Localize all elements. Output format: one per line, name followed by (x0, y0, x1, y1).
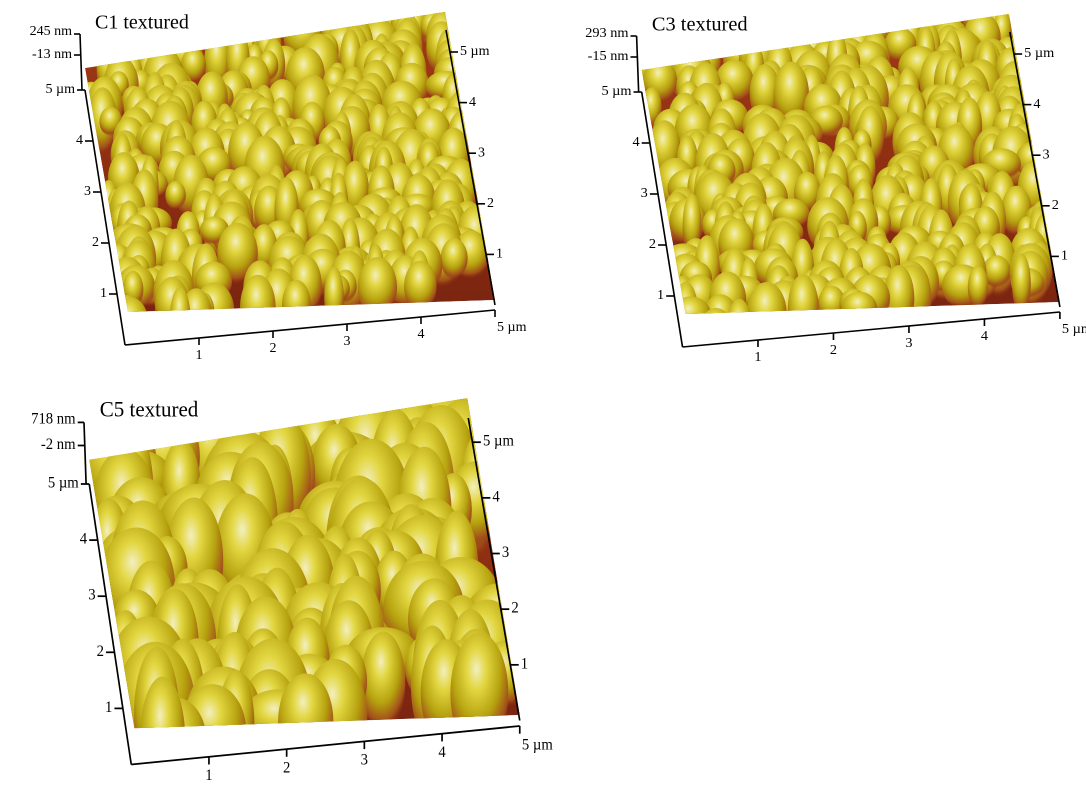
surface-peak (358, 257, 397, 318)
left-tick-label: 4 (633, 134, 640, 150)
bottom-tick-label: 2 (283, 760, 290, 776)
surface-peak (324, 267, 344, 329)
bottom-tick-label: 1 (754, 349, 761, 365)
surface-peak (841, 292, 877, 326)
right-tick-label: 4 (492, 489, 500, 505)
bottom-tick-label: 3 (905, 335, 912, 351)
bottom-axis (131, 726, 520, 765)
surface-peak (968, 266, 988, 309)
figure: 245 nm -13 nm C1 textured 5 µm 4 3 2 1 1 2 3 4 5 µm 5… (0, 0, 1086, 791)
surface-peak (704, 294, 737, 336)
right-tick-label: 5 µm (483, 433, 514, 449)
bottom-tick-label: 4 (418, 327, 425, 342)
bottom-tick-label: 3 (361, 752, 368, 768)
surface-peak (788, 274, 819, 341)
bottom-tick-label: 2 (270, 341, 277, 356)
left-tick-label: 4 (76, 133, 83, 148)
z-max-label: 293 nm (585, 25, 628, 41)
afm-panel: 245 nm -13 nm C1 textured 5 µm 4 3 2 1 1 2 3 4 5 µm 5… (30, 0, 527, 363)
bottom-tick-label: 3 (344, 334, 351, 349)
right-tick-label: 2 (487, 196, 494, 211)
surface-peak (450, 633, 508, 753)
bottom-tick-label: 2 (830, 342, 837, 358)
right-tick-label: 5 µm (460, 44, 490, 59)
left-tick-label: 2 (92, 235, 99, 250)
left-tick-label: 2 (649, 236, 656, 252)
surface-peak (441, 238, 468, 279)
panel-title: C3 textured (652, 14, 748, 36)
z-min-label: -15 nm (588, 48, 629, 64)
right-tick-label: 4 (1033, 96, 1040, 112)
right-tick-label: 3 (502, 545, 509, 561)
surface (637, 0, 1060, 357)
bottom-axis (125, 310, 495, 345)
panel-title: C1 textured (95, 12, 189, 34)
bottom-tick-label: 1 (205, 768, 212, 784)
left-tick-label: 1 (105, 700, 112, 716)
z-axis (637, 36, 639, 92)
surface-peak (282, 280, 311, 330)
left-tick-label: 3 (88, 587, 95, 603)
bottom-tick-label: 4 (981, 328, 988, 344)
left-tick-label: 5 µm (48, 475, 79, 491)
left-tick-label: 4 (80, 531, 88, 547)
right-tick-label: 1 (521, 656, 528, 672)
left-tick-label: 1 (100, 286, 107, 301)
panel-title: C5 textured (100, 397, 199, 422)
surface-peak (1012, 254, 1031, 314)
bottom-tick-label: 1 (196, 348, 203, 363)
left-tick-label: 5 µm (601, 83, 631, 99)
z-axis (84, 422, 86, 484)
z-max-label: 718 nm (31, 411, 76, 427)
z-max-label: 245 nm (30, 24, 73, 39)
left-tick-label: 2 (97, 644, 104, 660)
right-tick-label: 1 (496, 247, 503, 262)
surface-peak (361, 632, 405, 732)
left-tick-label: 5 µm (46, 82, 76, 97)
right-tick-label: 4 (469, 95, 476, 110)
surface-peak (170, 287, 190, 347)
right-tick-label: 3 (478, 145, 485, 160)
surface-peak (698, 308, 733, 354)
surface-peak (179, 684, 246, 778)
surface-peak (165, 181, 185, 210)
bottom-tick-label: 5 µm (522, 737, 553, 753)
bottom-tick-label: 4 (438, 745, 446, 761)
z-min-label: -2 nm (41, 437, 76, 453)
afm-panel: 293 nm -15 nm C3 textured 5 µm 4 3 2 1 1 2 3 4 5 µm 5… (585, 0, 1086, 365)
bottom-tick-label: 5 µm (1062, 321, 1086, 337)
z-min-label: -13 nm (32, 47, 72, 62)
right-tick-label: 3 (1043, 147, 1050, 163)
bottom-tick-label: 5 µm (497, 320, 527, 335)
z-axis (80, 34, 82, 90)
right-tick-label: 1 (1061, 248, 1068, 264)
left-tick-label: 3 (84, 184, 91, 199)
surface-peak (747, 282, 787, 345)
afm-panel: 718 nm -2 nm C5 textured 5 µm 4 3 2 1 1 2 3 4 5 µm 5 … (31, 350, 553, 791)
right-tick-label: 2 (1052, 197, 1059, 213)
surface (78, 0, 496, 354)
bottom-axis (683, 312, 1060, 347)
surface-peak (727, 299, 752, 357)
right-tick-label: 5 µm (1024, 45, 1054, 61)
left-tick-label: 3 (641, 185, 648, 201)
right-tick-label: 2 (511, 600, 518, 616)
left-tick-label: 1 (657, 287, 664, 303)
surface-peak (404, 261, 437, 313)
